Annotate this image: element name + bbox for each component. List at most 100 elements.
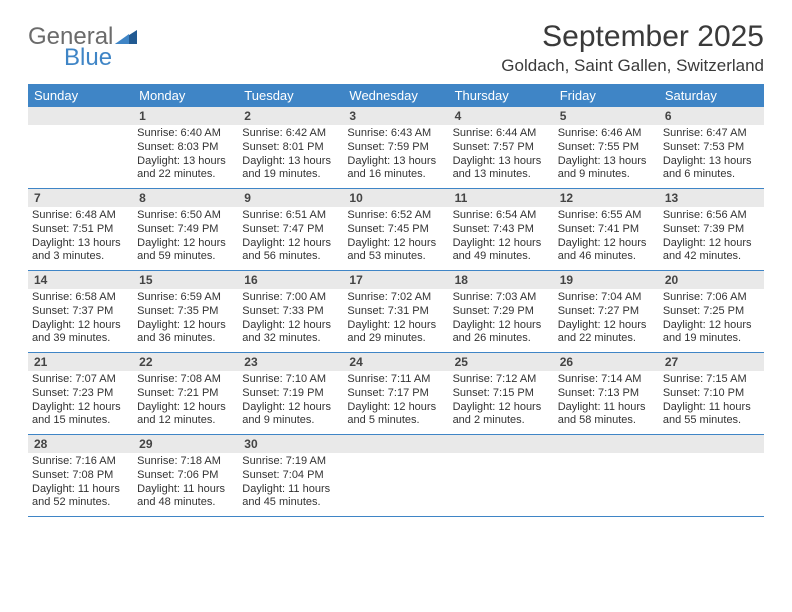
daylight-text: Daylight: 11 hours (137, 483, 234, 497)
daylight-text: Daylight: 12 hours (32, 401, 129, 415)
sunset-text: Sunset: 7:25 PM (663, 305, 760, 319)
sunrise-text: Sunrise: 6:40 AM (137, 127, 234, 141)
week-row: Sunrise: 6:48 AMSunset: 7:51 PMDaylight:… (28, 207, 764, 271)
day-number: 27 (659, 353, 764, 371)
sunset-text: Sunset: 8:03 PM (137, 141, 234, 155)
day-number: 17 (343, 271, 448, 289)
sunrise-text: Sunrise: 6:43 AM (347, 127, 444, 141)
calendar-cell: Sunrise: 6:59 AMSunset: 7:35 PMDaylight:… (133, 289, 238, 352)
calendar-cell: Sunrise: 7:16 AMSunset: 7:08 PMDaylight:… (28, 453, 133, 516)
sunset-text: Sunset: 7:45 PM (347, 223, 444, 237)
sunrise-text: Sunrise: 6:58 AM (32, 291, 129, 305)
daylight-text: and 19 minutes. (242, 168, 339, 182)
calendar-cell: Sunrise: 7:03 AMSunset: 7:29 PMDaylight:… (449, 289, 554, 352)
daylight-text: Daylight: 12 hours (663, 319, 760, 333)
day-number: 26 (554, 353, 659, 371)
daylight-text: Daylight: 13 hours (347, 155, 444, 169)
calendar-cell: Sunrise: 7:19 AMSunset: 7:04 PMDaylight:… (238, 453, 343, 516)
day-number-row: 14151617181920 (28, 271, 764, 289)
daylight-text: Daylight: 12 hours (242, 401, 339, 415)
sunset-text: Sunset: 7:33 PM (242, 305, 339, 319)
sunset-text: Sunset: 7:35 PM (137, 305, 234, 319)
day-number: 6 (659, 107, 764, 125)
calendar-cell: Sunrise: 7:08 AMSunset: 7:21 PMDaylight:… (133, 371, 238, 434)
day-number (449, 435, 554, 453)
daylight-text: and 53 minutes. (347, 250, 444, 264)
daylight-text: Daylight: 12 hours (558, 319, 655, 333)
day-number: 22 (133, 353, 238, 371)
day-number: 8 (133, 189, 238, 207)
calendar-cell: Sunrise: 7:10 AMSunset: 7:19 PMDaylight:… (238, 371, 343, 434)
sunset-text: Sunset: 7:43 PM (453, 223, 550, 237)
calendar-cell: Sunrise: 7:04 AMSunset: 7:27 PMDaylight:… (554, 289, 659, 352)
daylight-text: Daylight: 13 hours (137, 155, 234, 169)
sunrise-text: Sunrise: 7:19 AM (242, 455, 339, 469)
sunset-text: Sunset: 7:39 PM (663, 223, 760, 237)
sunset-text: Sunset: 7:04 PM (242, 469, 339, 483)
day-number: 20 (659, 271, 764, 289)
daylight-text: Daylight: 12 hours (32, 319, 129, 333)
daylight-text: and 3 minutes. (32, 250, 129, 264)
calendar-cell: Sunrise: 6:55 AMSunset: 7:41 PMDaylight:… (554, 207, 659, 270)
page-header: General Blue September 2025 Goldach, Sai… (28, 20, 764, 76)
sunset-text: Sunset: 7:10 PM (663, 387, 760, 401)
daylight-text: and 19 minutes. (663, 332, 760, 346)
calendar-cell: Sunrise: 6:56 AMSunset: 7:39 PMDaylight:… (659, 207, 764, 270)
daylight-text: and 22 minutes. (137, 168, 234, 182)
day-number-row: 78910111213 (28, 189, 764, 207)
daylight-text: and 13 minutes. (453, 168, 550, 182)
daylight-text: Daylight: 11 hours (558, 401, 655, 415)
weekday-header: Saturday (659, 84, 764, 107)
sunrise-text: Sunrise: 7:14 AM (558, 373, 655, 387)
sunrise-text: Sunrise: 6:46 AM (558, 127, 655, 141)
daylight-text: Daylight: 12 hours (347, 237, 444, 251)
sunset-text: Sunset: 7:53 PM (663, 141, 760, 155)
sunset-text: Sunset: 7:37 PM (32, 305, 129, 319)
calendar-cell (554, 453, 659, 516)
sunrise-text: Sunrise: 6:47 AM (663, 127, 760, 141)
sunset-text: Sunset: 7:19 PM (242, 387, 339, 401)
sunrise-text: Sunrise: 7:06 AM (663, 291, 760, 305)
sunset-text: Sunset: 7:13 PM (558, 387, 655, 401)
weekday-header: Friday (554, 84, 659, 107)
sunrise-text: Sunrise: 7:07 AM (32, 373, 129, 387)
calendar-grid: Sunday Monday Tuesday Wednesday Thursday… (28, 84, 764, 517)
week-row: Sunrise: 7:16 AMSunset: 7:08 PMDaylight:… (28, 453, 764, 517)
daylight-text: and 59 minutes. (137, 250, 234, 264)
daylight-text: and 58 minutes. (558, 414, 655, 428)
sunset-text: Sunset: 7:21 PM (137, 387, 234, 401)
calendar-cell: Sunrise: 7:12 AMSunset: 7:15 PMDaylight:… (449, 371, 554, 434)
calendar-cell: Sunrise: 7:07 AMSunset: 7:23 PMDaylight:… (28, 371, 133, 434)
sunrise-text: Sunrise: 6:52 AM (347, 209, 444, 223)
daylight-text: Daylight: 11 hours (663, 401, 760, 415)
calendar-cell: Sunrise: 6:54 AMSunset: 7:43 PMDaylight:… (449, 207, 554, 270)
daylight-text: Daylight: 13 hours (242, 155, 339, 169)
sunset-text: Sunset: 7:06 PM (137, 469, 234, 483)
day-number: 28 (28, 435, 133, 453)
sunset-text: Sunset: 7:29 PM (453, 305, 550, 319)
daylight-text: and 56 minutes. (242, 250, 339, 264)
daylight-text: Daylight: 12 hours (347, 319, 444, 333)
daylight-text: Daylight: 12 hours (137, 237, 234, 251)
calendar-cell: Sunrise: 7:11 AMSunset: 7:17 PMDaylight:… (343, 371, 448, 434)
calendar-cell (449, 453, 554, 516)
week-row: Sunrise: 7:07 AMSunset: 7:23 PMDaylight:… (28, 371, 764, 435)
day-number: 14 (28, 271, 133, 289)
day-number: 4 (449, 107, 554, 125)
sunset-text: Sunset: 7:15 PM (453, 387, 550, 401)
daylight-text: and 46 minutes. (558, 250, 655, 264)
sunset-text: Sunset: 7:23 PM (32, 387, 129, 401)
daylight-text: and 22 minutes. (558, 332, 655, 346)
daylight-text: and 12 minutes. (137, 414, 234, 428)
calendar-cell: Sunrise: 6:58 AMSunset: 7:37 PMDaylight:… (28, 289, 133, 352)
calendar-page: General Blue September 2025 Goldach, Sai… (0, 0, 792, 612)
sunrise-text: Sunrise: 7:16 AM (32, 455, 129, 469)
calendar-cell (28, 125, 133, 188)
sunset-text: Sunset: 7:47 PM (242, 223, 339, 237)
title-block: September 2025 Goldach, Saint Gallen, Sw… (501, 20, 764, 76)
day-number: 11 (449, 189, 554, 207)
daylight-text: Daylight: 12 hours (558, 237, 655, 251)
sunset-text: Sunset: 7:59 PM (347, 141, 444, 155)
sunrise-text: Sunrise: 6:51 AM (242, 209, 339, 223)
sunset-text: Sunset: 7:17 PM (347, 387, 444, 401)
